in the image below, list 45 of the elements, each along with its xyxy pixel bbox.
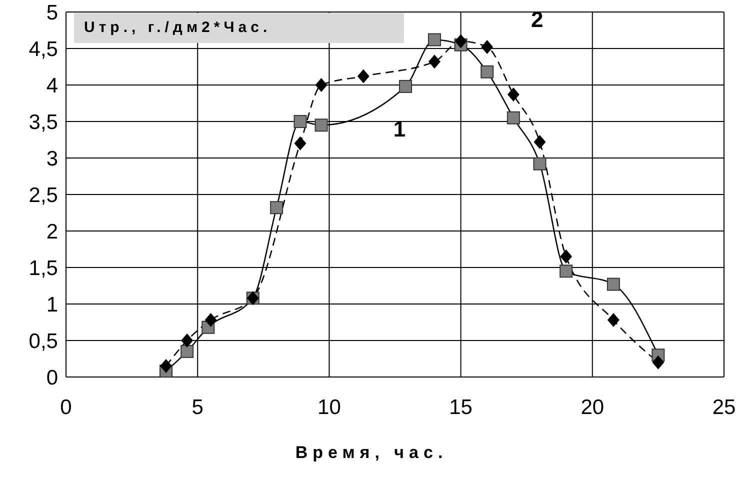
point [180,344,194,358]
point [160,359,172,374]
y-tick-label: 1,5 [28,256,58,280]
y-tick-label: 5 [46,1,58,24]
point [507,87,520,102]
y-tick-label: 0 [46,366,58,390]
y-tick-label: 3 [46,147,58,170]
x-tick-label: 10 [318,396,341,419]
point [534,134,546,149]
x-tick-label: 15 [449,396,472,419]
x-tick-label: 5 [192,396,204,419]
point [607,313,620,328]
point [560,250,572,264]
point [399,80,412,93]
point [481,40,494,54]
point [506,111,520,124]
y-tick-label: 1 [46,293,58,316]
y-tick-label: 3,5 [28,110,58,134]
point [428,33,441,46]
point [204,313,217,328]
point [480,65,494,78]
point [606,278,620,291]
point [270,201,284,214]
y-tick-label: 2 [46,220,58,244]
point [357,69,370,84]
text: Uтр., г./дм2*Час. [84,18,272,38]
point [294,136,306,150]
x-tick-label: 25 [712,396,736,419]
point [181,334,194,348]
point [294,115,307,128]
y-tick-label: 4,5 [28,38,58,61]
x-axis-title: Время, час. [294,443,449,463]
point [428,54,440,69]
point [315,78,328,92]
series-label: 1 [393,116,406,142]
point [454,34,467,48]
y-tick-label: 0,5 [28,330,58,353]
point [533,157,546,170]
x-tick-label: 20 [580,396,604,419]
series-label: 2 [530,7,544,32]
y-tick-label: 2,5 [28,184,58,207]
point [560,264,573,278]
point [314,118,328,132]
y-tick-label: 4 [46,74,58,98]
point [652,355,664,370]
